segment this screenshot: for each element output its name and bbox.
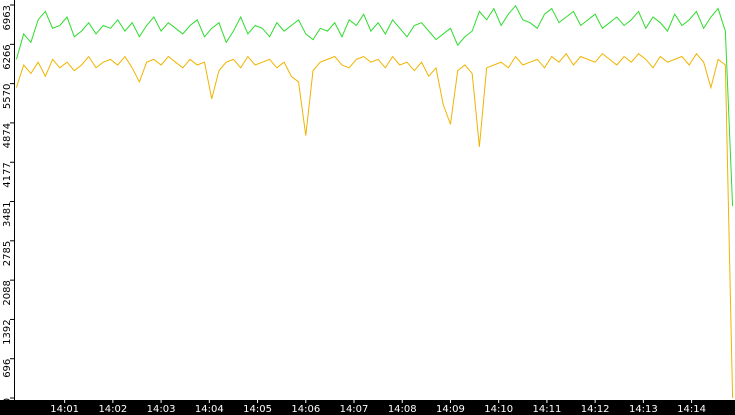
x-tick-label: 14:03: [147, 404, 176, 415]
y-tick-label: 6266: [2, 44, 13, 69]
x-tick-label: 14:09: [436, 404, 465, 415]
x-tick-label: 14:08: [388, 404, 417, 415]
x-tick-label: 14:02: [98, 404, 127, 415]
y-tick-label: 3481: [2, 202, 13, 227]
y-tick-label: 696: [2, 359, 13, 378]
x-tick-label: 14:13: [629, 404, 658, 415]
y-tick-label: 6963: [2, 5, 13, 30]
y-tick-label: 1392: [2, 319, 13, 344]
x-tick-label: 14:11: [532, 404, 561, 415]
x-tick-label: 14:14: [677, 404, 706, 415]
y-tick-label: 4177: [2, 162, 13, 187]
x-tick-label: 14:01: [50, 404, 79, 415]
x-tick-label: 14:07: [340, 404, 369, 415]
y-tick-label: 5570: [2, 84, 13, 109]
x-tick-label: 14:05: [243, 404, 272, 415]
x-tick-label: 14:10: [484, 404, 513, 415]
series-line: [15, 4, 734, 207]
series-line: [15, 52, 734, 399]
x-axis-band: [0, 400, 735, 415]
y-tick-label: 0: [2, 398, 13, 404]
y-tick-label: 2785: [2, 241, 13, 266]
y-tick-label: 2088: [2, 280, 13, 305]
x-tick-label: 14:12: [581, 404, 610, 415]
x-tick-label: 14:06: [291, 404, 320, 415]
x-tick-label: 14:04: [195, 404, 224, 415]
y-tick-label: 4874: [2, 123, 13, 148]
